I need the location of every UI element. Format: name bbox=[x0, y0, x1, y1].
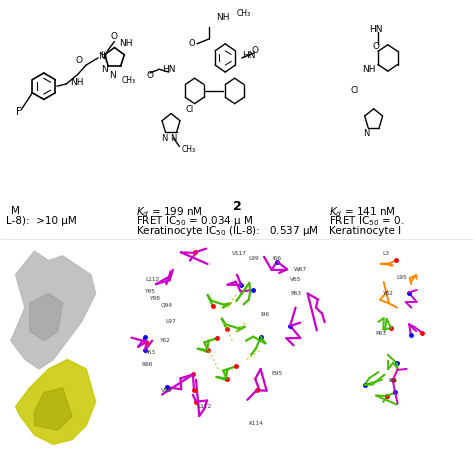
Text: L112: L112 bbox=[197, 404, 211, 409]
Text: I96: I96 bbox=[261, 312, 270, 317]
Text: Keratinocyte I: Keratinocyte I bbox=[329, 226, 401, 236]
Text: Keratinocyte IC$_{50}$ (IL-8):   0.537 μM: Keratinocyte IC$_{50}$ (IL-8): 0.537 μM bbox=[136, 224, 319, 238]
Text: NH: NH bbox=[362, 65, 375, 74]
Text: CH₃: CH₃ bbox=[121, 76, 136, 85]
FancyBboxPatch shape bbox=[355, 242, 473, 473]
Text: N: N bbox=[170, 134, 177, 143]
Text: M: M bbox=[11, 206, 20, 216]
Text: P63: P63 bbox=[375, 331, 386, 336]
Polygon shape bbox=[30, 293, 63, 341]
Text: L95: L95 bbox=[397, 274, 407, 280]
Text: Cl: Cl bbox=[186, 105, 194, 114]
Text: Y95: Y95 bbox=[144, 289, 155, 294]
Text: HN: HN bbox=[369, 25, 383, 34]
Text: Cl: Cl bbox=[351, 86, 359, 95]
Text: $K_d$ = 141 nM: $K_d$ = 141 nM bbox=[329, 205, 395, 219]
Text: N: N bbox=[101, 65, 108, 74]
Polygon shape bbox=[11, 251, 96, 369]
Text: W67: W67 bbox=[294, 267, 307, 273]
Text: V98: V98 bbox=[161, 388, 172, 392]
Text: H: H bbox=[100, 51, 107, 60]
Text: 2: 2 bbox=[233, 200, 241, 213]
Text: L99: L99 bbox=[248, 255, 259, 261]
Text: P63: P63 bbox=[291, 291, 301, 296]
FancyBboxPatch shape bbox=[124, 242, 350, 473]
Text: I66: I66 bbox=[388, 378, 397, 383]
Text: NH: NH bbox=[70, 78, 83, 87]
Text: HN: HN bbox=[162, 65, 175, 74]
Text: FRET IC$_{50}$ = 0.034 μ M: FRET IC$_{50}$ = 0.034 μ M bbox=[136, 214, 253, 228]
Text: Y62: Y62 bbox=[158, 338, 169, 343]
Text: NH: NH bbox=[119, 39, 133, 48]
Text: Q94: Q94 bbox=[160, 303, 173, 308]
Text: L-8):  >10 μM: L-8): >10 μM bbox=[6, 216, 77, 226]
Text: R66: R66 bbox=[142, 362, 153, 367]
Polygon shape bbox=[16, 359, 96, 444]
Text: L112: L112 bbox=[145, 277, 159, 282]
Text: P63: P63 bbox=[144, 350, 155, 355]
Text: O: O bbox=[373, 42, 380, 51]
FancyBboxPatch shape bbox=[1, 242, 119, 473]
Text: CH₃: CH₃ bbox=[237, 9, 251, 18]
Text: L3: L3 bbox=[382, 251, 389, 256]
Text: K114: K114 bbox=[248, 420, 263, 426]
Text: V65: V65 bbox=[290, 277, 301, 282]
Text: NH: NH bbox=[216, 13, 229, 22]
Text: N: N bbox=[98, 53, 105, 62]
Text: HN: HN bbox=[242, 51, 255, 60]
Text: Y62: Y62 bbox=[383, 291, 393, 296]
Text: CH₃: CH₃ bbox=[182, 145, 195, 154]
Text: F: F bbox=[17, 107, 22, 117]
Text: N: N bbox=[109, 72, 116, 80]
Text: I66: I66 bbox=[273, 255, 282, 261]
Text: O: O bbox=[189, 39, 196, 48]
Text: Y98: Y98 bbox=[149, 296, 160, 301]
Text: N: N bbox=[161, 134, 167, 143]
Text: L97: L97 bbox=[165, 319, 176, 324]
Text: O: O bbox=[146, 72, 153, 80]
Text: N: N bbox=[364, 129, 370, 138]
Text: $K_d$ = 199 nM: $K_d$ = 199 nM bbox=[136, 205, 202, 219]
Text: E95: E95 bbox=[272, 371, 283, 376]
Text: O: O bbox=[251, 46, 258, 55]
Polygon shape bbox=[35, 388, 72, 430]
Text: O: O bbox=[76, 56, 82, 65]
Text: FRET IC$_{50}$ = 0.: FRET IC$_{50}$ = 0. bbox=[329, 215, 404, 228]
Text: O: O bbox=[110, 32, 117, 41]
Text: V117: V117 bbox=[232, 251, 247, 256]
